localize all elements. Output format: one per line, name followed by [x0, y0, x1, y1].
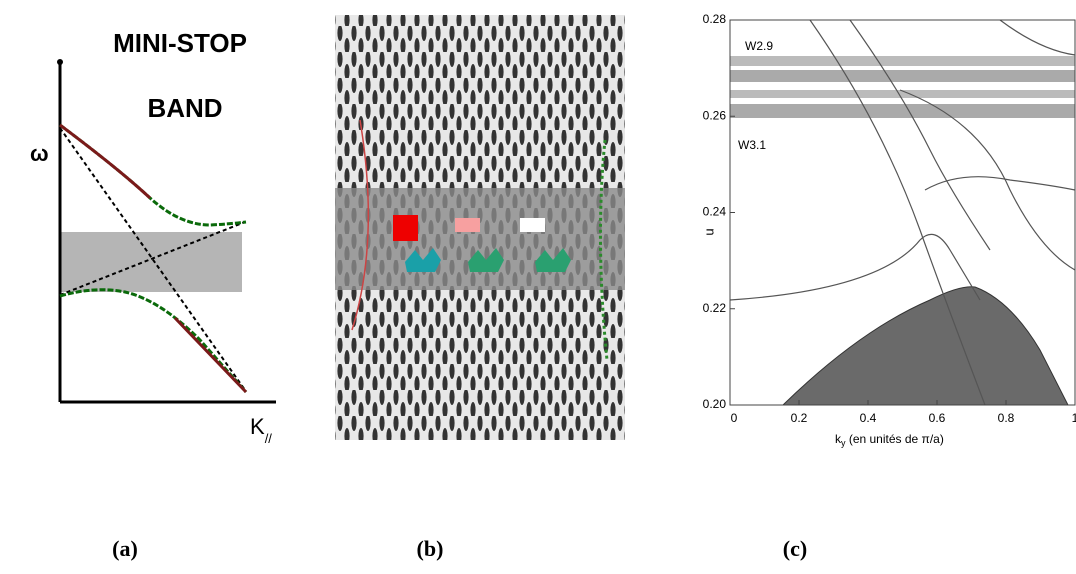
- dashed-line: [59, 127, 246, 391]
- title-line: MINI-STOP: [113, 28, 247, 58]
- x-axis-label: ky (en unités de π/a): [835, 432, 944, 448]
- y-tick-label: 0.22: [703, 301, 727, 315]
- x-tick-label: 0.2: [791, 411, 808, 425]
- caption: (c): [783, 536, 807, 561]
- dashed-line: [59, 221, 246, 296]
- y-tick-label: 0.28: [703, 12, 727, 26]
- blob: [535, 248, 571, 272]
- x-tick-label: 0.4: [860, 411, 877, 425]
- band-label: W3.1: [738, 138, 766, 152]
- title-line: BAND: [147, 93, 222, 123]
- y-tick-label: 0.26: [703, 108, 727, 122]
- x-axis-label-main: k: [835, 432, 842, 446]
- input-profile: [351, 119, 370, 331]
- x-axis-subscript: y: [841, 438, 846, 448]
- caption: (a): [112, 536, 138, 561]
- x-axis-label-main: K: [250, 414, 265, 439]
- band-label: W2.9: [745, 39, 773, 53]
- x-tick-label: 0: [731, 411, 738, 425]
- x-tick-label: 0.6: [929, 411, 946, 425]
- upper-branch-red: [59, 123, 152, 200]
- lower-branch: [59, 288, 248, 393]
- dispersion-curves: [729, 19, 1076, 406]
- arrow-white: [520, 218, 545, 232]
- blob: [468, 248, 504, 272]
- arrow-red: [393, 215, 418, 241]
- x-tick-label: 1: [1072, 411, 1076, 425]
- band: [730, 56, 1075, 66]
- x-tick-label: 0.8: [998, 411, 1015, 425]
- panel-b: [335, 15, 625, 440]
- panel-c: W2.9 W3.1 u ky (en unités de π/a) 0.28 0.…: [701, 12, 1076, 448]
- lower-branch-red: [173, 316, 248, 394]
- light-cone: [781, 286, 1069, 406]
- x-axis-subscript: //: [265, 431, 273, 446]
- panel-a: MINI-STOP BAND ω K//: [30, 28, 276, 447]
- upper-branch: [59, 123, 247, 227]
- y-axis-label: ω: [30, 141, 49, 166]
- band: [730, 104, 1075, 118]
- output-profile: [598, 139, 609, 361]
- y-tick-label: 0.20: [703, 397, 727, 411]
- arrow-pink: [455, 218, 480, 232]
- waveguide: [335, 188, 625, 290]
- y-tick-label: 0.24: [703, 205, 727, 219]
- stop-band: [60, 232, 242, 292]
- x-axis-label-rest: (en unités de π/a): [846, 432, 944, 446]
- band: [730, 90, 1075, 98]
- band: [730, 70, 1075, 82]
- caption: (b): [417, 536, 444, 561]
- x-axis-label: K//: [250, 414, 272, 447]
- y-axis-label: u: [701, 228, 716, 235]
- blob: [405, 248, 441, 272]
- axis-tip: [57, 59, 63, 65]
